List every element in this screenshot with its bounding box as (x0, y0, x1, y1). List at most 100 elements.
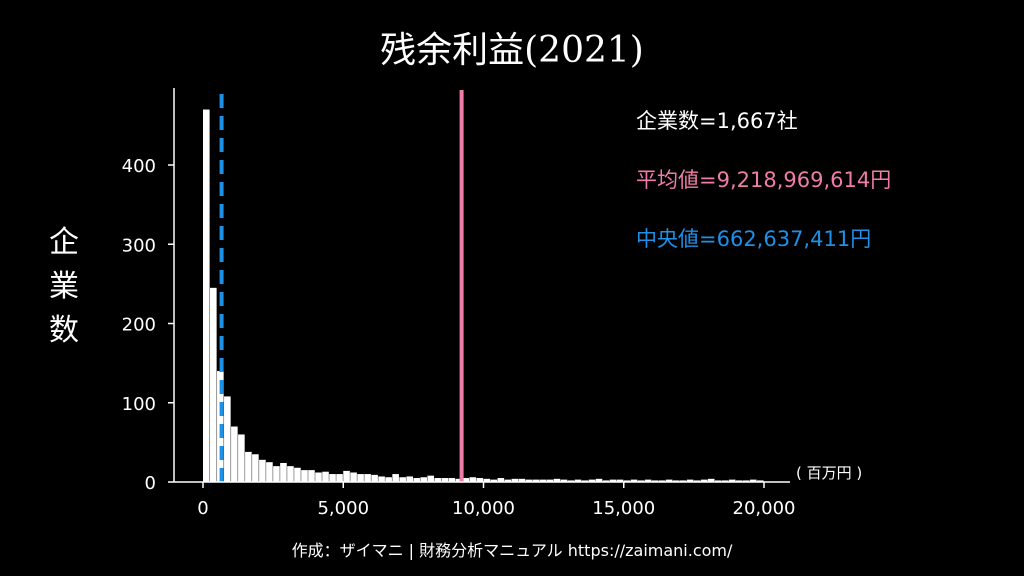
histogram-bar (595, 478, 603, 482)
histogram-bar (665, 479, 673, 482)
y-tick-label: 300 (122, 235, 156, 256)
y-axis-label-char: 企 (49, 225, 79, 260)
histogram-bar (378, 476, 385, 482)
x-tick-label: 5,000 (317, 498, 369, 519)
y-tick-label: 400 (122, 156, 156, 177)
histogram-bar (210, 287, 217, 482)
histogram-bar (203, 109, 210, 482)
y-ticks: 0 100 200 300 400 (122, 156, 174, 494)
histogram-bar (392, 474, 399, 482)
histogram-bar (406, 476, 413, 482)
x-tick-label: 20,000 (733, 498, 796, 519)
histogram-bar (749, 479, 757, 482)
histogram-bar (343, 470, 350, 482)
histogram-bar (427, 475, 435, 482)
histogram-bar (553, 478, 561, 482)
histogram-bar (413, 478, 420, 482)
histogram-bar (308, 470, 315, 482)
histogram-bar (301, 470, 308, 482)
histogram-bar (448, 478, 456, 482)
stat-count: 企業数=1,667社 (636, 109, 798, 133)
histogram-bar (294, 467, 301, 482)
histogram-bar (693, 480, 701, 482)
histogram-bar (560, 479, 568, 482)
histogram-bar (567, 480, 575, 482)
histogram-bar (707, 478, 715, 482)
histogram-bar (420, 477, 427, 482)
histogram-bar (728, 479, 736, 482)
y-axis-label-char: 数 (49, 313, 79, 348)
stat-median: 中央値=662,637,411円 (636, 227, 871, 251)
histogram-bar (623, 480, 631, 482)
histogram-bar (532, 479, 540, 482)
histogram-bar (609, 479, 617, 482)
histogram-bar (245, 451, 252, 482)
y-axis-label-char: 業 (49, 269, 79, 304)
histogram-bar (357, 474, 364, 482)
histogram-bar (721, 480, 729, 482)
histogram-bar (686, 479, 694, 482)
histogram-bar (504, 479, 512, 482)
histogram-bar (511, 478, 519, 482)
chart-title: 残余利益(2021) (380, 30, 644, 71)
histogram-bar (315, 472, 322, 482)
histogram-bar (238, 434, 245, 482)
histogram-bar (518, 478, 526, 482)
x-tick-label: 0 (197, 498, 208, 519)
histogram-bar (658, 480, 666, 482)
histogram-bar (273, 466, 280, 482)
histogram-bar (616, 479, 624, 482)
histogram-bar (735, 480, 743, 482)
histogram-bar (350, 472, 357, 482)
y-tick-label: 0 (145, 473, 156, 494)
histogram-bar (252, 454, 259, 482)
histogram-bar (280, 462, 287, 482)
histogram-bar (546, 479, 554, 482)
histogram-bar (637, 480, 645, 482)
histogram-bar (322, 471, 329, 482)
histogram-bar (462, 478, 470, 482)
histogram-bar (476, 478, 484, 482)
x-ticks: 0 5,000 10,000 15,000 20,000 (197, 482, 795, 519)
histogram-bar (224, 396, 231, 482)
histogram-bar (742, 480, 750, 482)
histogram-bar (483, 478, 491, 482)
histogram-bar (679, 480, 687, 482)
histogram-bar (329, 474, 336, 482)
histogram-bar (385, 477, 392, 482)
stat-mean: 平均値=9,218,969,614円 (636, 168, 891, 192)
histogram-bar (756, 480, 764, 482)
histogram-bar (371, 474, 378, 482)
x-tick-label: 15,000 (592, 498, 655, 519)
histogram-bar (490, 479, 498, 482)
histogram-bar (700, 479, 708, 482)
histogram-bar (364, 474, 371, 482)
histogram-bar (644, 479, 652, 482)
histogram-bars (203, 109, 764, 482)
histogram-bar (399, 477, 406, 482)
y-tick-label: 100 (122, 394, 156, 415)
y-axis-label: 企業数 (49, 225, 79, 348)
histogram-bar (714, 480, 722, 482)
histogram-bar (525, 479, 533, 482)
histogram-bar (581, 480, 589, 482)
histogram-bar (672, 480, 680, 482)
histogram-bar (539, 479, 547, 482)
footer-credit: 作成：ザイマニ | 財務分析マニュアル https://zaimani.com/ (292, 541, 733, 560)
histogram-bar (441, 478, 449, 482)
histogram-bar (231, 426, 238, 482)
histogram-bar (287, 466, 294, 482)
histogram-bar (630, 479, 638, 482)
histogram-bar (469, 477, 477, 482)
histogram-bar (336, 474, 343, 482)
histogram-bar (602, 480, 610, 482)
histogram-bar (259, 459, 266, 482)
histogram-bar (455, 478, 463, 482)
histogram-bar (588, 479, 596, 482)
histogram-bar (434, 478, 442, 482)
histogram-bar (651, 480, 659, 482)
y-tick-label: 200 (122, 315, 156, 336)
histogram-bar (497, 478, 505, 482)
x-unit-label: ( 百万円 ) (796, 464, 862, 482)
